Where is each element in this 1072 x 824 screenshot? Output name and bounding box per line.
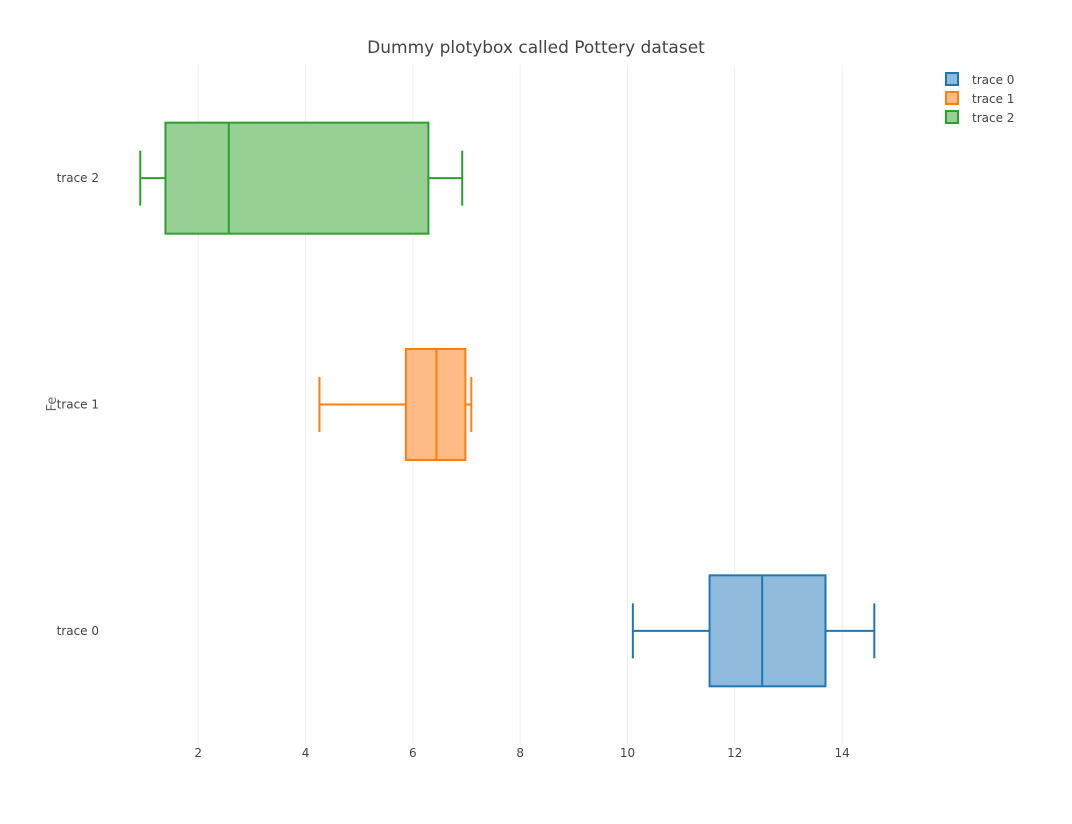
- box-iqr: [708, 574, 827, 688]
- x-tick-label-6: 6: [409, 746, 417, 760]
- legend-swatch: [945, 72, 959, 86]
- legend-label: trace 1: [972, 92, 1014, 106]
- x-axis-ticks: 2 4 6 8 10 12 14: [194, 746, 849, 760]
- box-iqr: [164, 121, 430, 235]
- legend-item-trace-1[interactable]: trace 1: [945, 91, 1014, 106]
- x-tick-label-12: 12: [727, 746, 742, 760]
- legend-label: trace 2: [972, 111, 1014, 125]
- x-tick-label-2: 2: [194, 746, 202, 760]
- box-trace-0[interactable]: [631, 574, 876, 688]
- legend-swatch: [945, 91, 959, 105]
- legend-swatch: [945, 110, 959, 124]
- box-plots: [139, 121, 876, 688]
- box-trace-1[interactable]: [318, 348, 473, 461]
- y-category-label: trace 0: [57, 624, 99, 638]
- legend-item-trace-0[interactable]: trace 0: [945, 72, 1014, 87]
- y-category-label: trace 2: [57, 171, 99, 185]
- chart-title: Dummy plotybox called Pottery dataset: [367, 38, 705, 58]
- x-tick-label-4: 4: [302, 746, 310, 760]
- legend-item-trace-2[interactable]: trace 2: [945, 110, 1014, 125]
- y-category-label: trace 1: [57, 398, 99, 412]
- y-axis-categories: trace 0 trace 1 trace 2: [57, 171, 99, 638]
- x-tick-label-8: 8: [516, 746, 524, 760]
- legend-label: trace 0: [972, 73, 1014, 87]
- y-axis-label: Fe: [45, 397, 60, 412]
- legend[interactable]: trace 0 trace 1 trace 2: [945, 72, 1014, 125]
- box-trace-2[interactable]: [139, 121, 464, 235]
- x-tick-label-10: 10: [620, 746, 635, 760]
- x-tick-label-14: 14: [834, 746, 849, 760]
